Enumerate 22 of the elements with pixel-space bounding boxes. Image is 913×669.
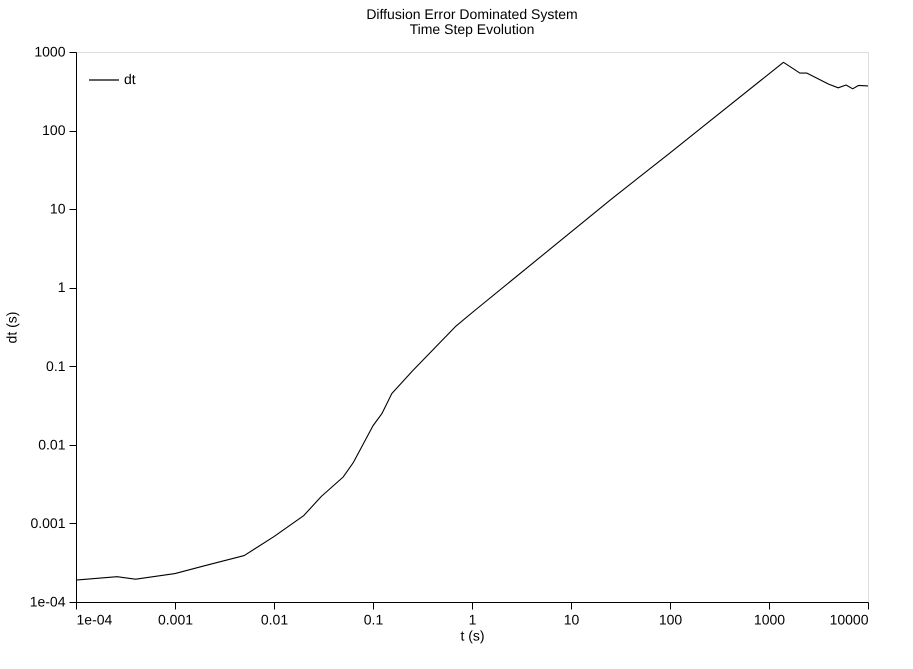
y-tick-label: 0.01 <box>38 436 66 452</box>
x-tick-label: 1 <box>468 612 477 628</box>
x-tick-label: 10000 <box>830 612 869 628</box>
y-tick-label: 1 <box>58 279 66 296</box>
x-tick-label: 1e-04 <box>76 612 113 628</box>
y-tick-label: 100 <box>42 122 66 138</box>
y-tick-label: 0.001 <box>30 514 66 531</box>
y-tick-label: 10 <box>50 200 66 217</box>
x-tick-label: 0.1 <box>364 612 384 628</box>
chart-title: Diffusion Error Dominated System <box>366 6 578 22</box>
x-tick-label: 0.001 <box>158 612 194 628</box>
y-axis-title: dt (s) <box>4 312 20 344</box>
y-tick-label: 0.1 <box>46 358 66 374</box>
chart-subtitle: Time Step Evolution <box>410 21 534 37</box>
x-tick-label: 0.01 <box>260 612 288 628</box>
y-tick-label: 1000 <box>34 44 66 60</box>
y-tick-label: 1e-04 <box>30 594 66 610</box>
x-tick-label: 10 <box>564 612 580 628</box>
x-tick-label: 1000 <box>754 612 786 628</box>
x-axis-title: t (s) <box>460 628 485 644</box>
legend-label: dt <box>124 71 136 87</box>
x-tick-label: 100 <box>658 612 682 628</box>
